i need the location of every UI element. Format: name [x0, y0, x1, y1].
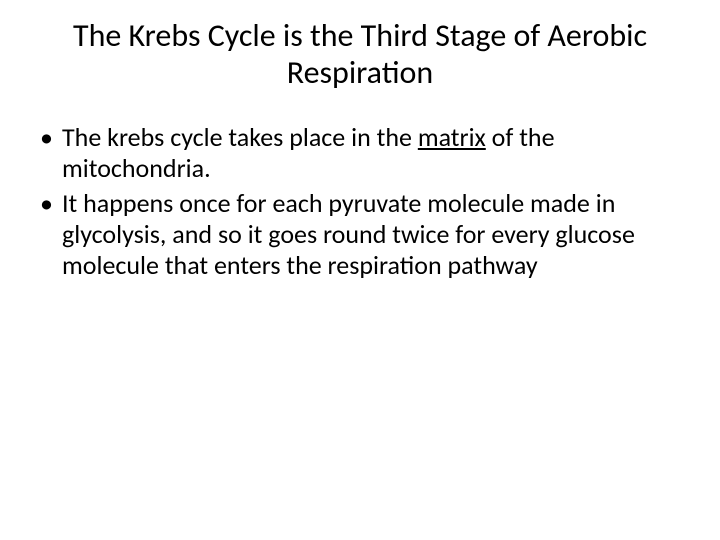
slide-body: The krebs cycle takes place in the matri…: [30, 122, 690, 282]
bullet-text-pre: The krebs cycle takes place in the: [62, 121, 418, 153]
bullet-text: It happens once for each pyruvate molecu…: [62, 187, 635, 281]
bullet-list: The krebs cycle takes place in the matri…: [36, 122, 684, 282]
list-item: It happens once for each pyruvate molecu…: [36, 188, 684, 282]
list-item: The krebs cycle takes place in the matri…: [36, 122, 684, 184]
bullet-text-underlined: matrix: [418, 121, 486, 153]
slide: The Krebs Cycle is the Third Stage of Ae…: [0, 0, 720, 540]
slide-title: The Krebs Cycle is the Third Stage of Ae…: [70, 18, 650, 92]
